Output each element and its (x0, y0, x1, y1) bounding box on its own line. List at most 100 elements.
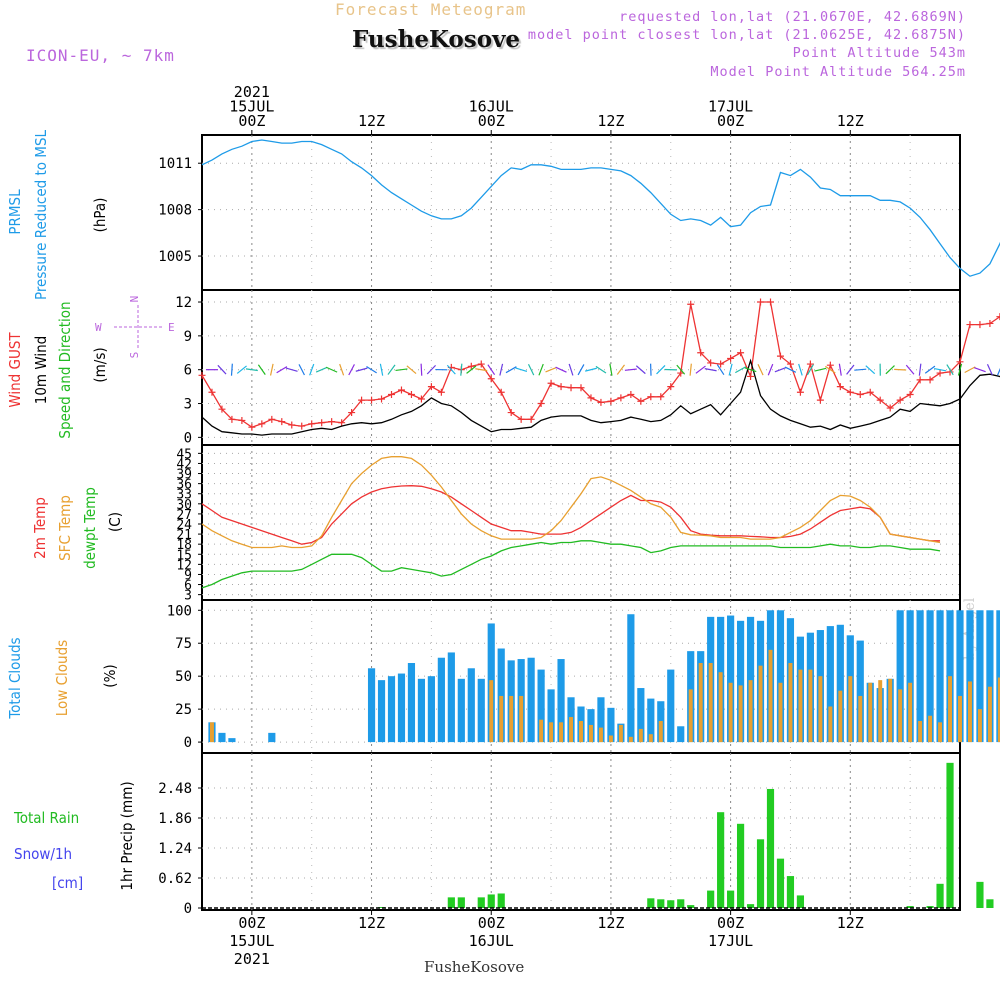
bottom-time-label: 00Z (478, 914, 505, 932)
footer-location: FusheKosove (424, 958, 525, 976)
top-time-label: 00Z (238, 112, 265, 130)
wind-direction-arrow (499, 363, 504, 376)
model-altitude-label: Model Point Altitude 564.25m (710, 64, 966, 80)
low-cloud-bar (209, 722, 214, 743)
wind-direction-arrow (298, 364, 305, 376)
total-cloud-bar (397, 673, 406, 743)
y-tick-label: 3 (184, 397, 192, 413)
wind-direction-arrow (905, 364, 915, 375)
top-time-label: 16JUL (469, 98, 514, 116)
total-cloud-bar (377, 680, 386, 743)
total-cloud-bar (776, 610, 785, 743)
axis-label: (C) (106, 512, 124, 532)
wind-direction-arrow (348, 364, 355, 376)
axis-label: Low Clouds (53, 640, 71, 716)
total-cloud-bar (966, 610, 974, 743)
y-tick-label: 12 (175, 295, 192, 311)
wind-direction-arrow (695, 365, 706, 374)
wind-direction-arrow (865, 365, 876, 375)
precip-bar (457, 897, 465, 908)
wind-direction-arrow (784, 366, 797, 373)
gust-marker (547, 379, 555, 387)
low-cloud-bar (948, 676, 953, 743)
total-cloud-bar (467, 668, 475, 743)
wind-direction-arrow (217, 364, 227, 375)
wind-direction-arrow (257, 364, 266, 375)
precip-bar (727, 890, 735, 908)
wind-direction-arrow (505, 366, 517, 374)
precip-bar (707, 890, 715, 908)
precip-bar (796, 895, 805, 908)
chart-title: Forecast Meteogram (335, 0, 527, 19)
gust-marker (288, 421, 296, 429)
closest-point-label: model point closest lon,lat (21.0625E, 4… (527, 27, 966, 43)
total-cloud-bar (836, 624, 844, 743)
low-cloud-bar (539, 719, 544, 743)
wind-direction-arrow (798, 363, 803, 376)
total-cloud-bar (647, 698, 655, 743)
gust-marker (338, 419, 346, 427)
y-tick-label: 1008 (158, 203, 192, 219)
y-tick-label: 36 (176, 478, 192, 493)
wind-direction-arrow (269, 363, 274, 376)
low-cloud-bar (997, 677, 1000, 743)
precip-bar (477, 897, 485, 908)
gust-marker (936, 369, 944, 377)
wind-direction-arrow (716, 364, 725, 376)
total-cloud-bar (547, 689, 555, 743)
gust-marker (906, 391, 914, 399)
low-cloud-bar (588, 724, 593, 743)
gust-marker (647, 393, 655, 401)
gust-marker (388, 391, 395, 399)
top-time-label: 12Z (358, 112, 385, 130)
gust-marker (856, 391, 864, 399)
low-cloud-bar (918, 721, 923, 743)
gust-marker (587, 394, 595, 402)
requested-point-label: requested lon,lat (21.0670E, 42.6869N) (619, 9, 966, 25)
wind-direction-arrow (420, 363, 423, 376)
wind-direction-arrow (387, 364, 396, 375)
top-time-label: 12Z (597, 112, 624, 130)
low-cloud-bar (499, 695, 504, 743)
total-cloud-bar (727, 615, 735, 743)
precip-bar (946, 762, 954, 908)
gust-marker (916, 376, 924, 384)
total-cloud-bar (976, 610, 984, 743)
gust-marker (637, 397, 645, 405)
axis-label: 2m Temp (31, 497, 49, 559)
y-tick-label: 25 (175, 702, 192, 718)
wind-direction-arrow (846, 364, 855, 375)
y-tick-label: 21 (176, 528, 192, 543)
low-cloud-bar (838, 690, 843, 743)
gust-marker (348, 409, 356, 417)
wind-direction-arrow (426, 364, 436, 375)
gust-marker (427, 383, 435, 391)
wind-direction-arrow (744, 367, 757, 373)
series-line (201, 485, 941, 545)
precip-bar (746, 904, 755, 908)
total-cloud-bar (946, 610, 954, 743)
panel-frame-pressure (201, 134, 961, 291)
low-cloud-bar (888, 678, 893, 743)
gust-marker (836, 383, 844, 391)
wind-direction-arrow (946, 364, 954, 376)
gust-marker (796, 388, 804, 396)
gust-marker (567, 384, 575, 392)
compass-west: W (95, 321, 102, 334)
wind-direction-arrow (245, 368, 258, 372)
axis-label: 1hr Precip (mm) (118, 781, 136, 890)
low-cloud-bar (698, 663, 703, 743)
axis-label: (m/s) (91, 347, 109, 382)
axis-label: Total Clouds (6, 637, 24, 719)
low-cloud-bar (788, 663, 793, 743)
wind-direction-arrow (825, 365, 836, 374)
precip-bar (487, 894, 495, 908)
total-cloud-bar (906, 610, 914, 743)
wind-direction-arrow (446, 364, 456, 375)
wind-direction-arrow (689, 363, 692, 376)
low-cloud-bar (519, 695, 524, 743)
top-time-label: 2021 (234, 83, 270, 101)
y-tick-label: 0 (184, 735, 192, 751)
bottom-time-label: 12Z (597, 914, 624, 932)
total-cloud-bar (926, 610, 934, 743)
